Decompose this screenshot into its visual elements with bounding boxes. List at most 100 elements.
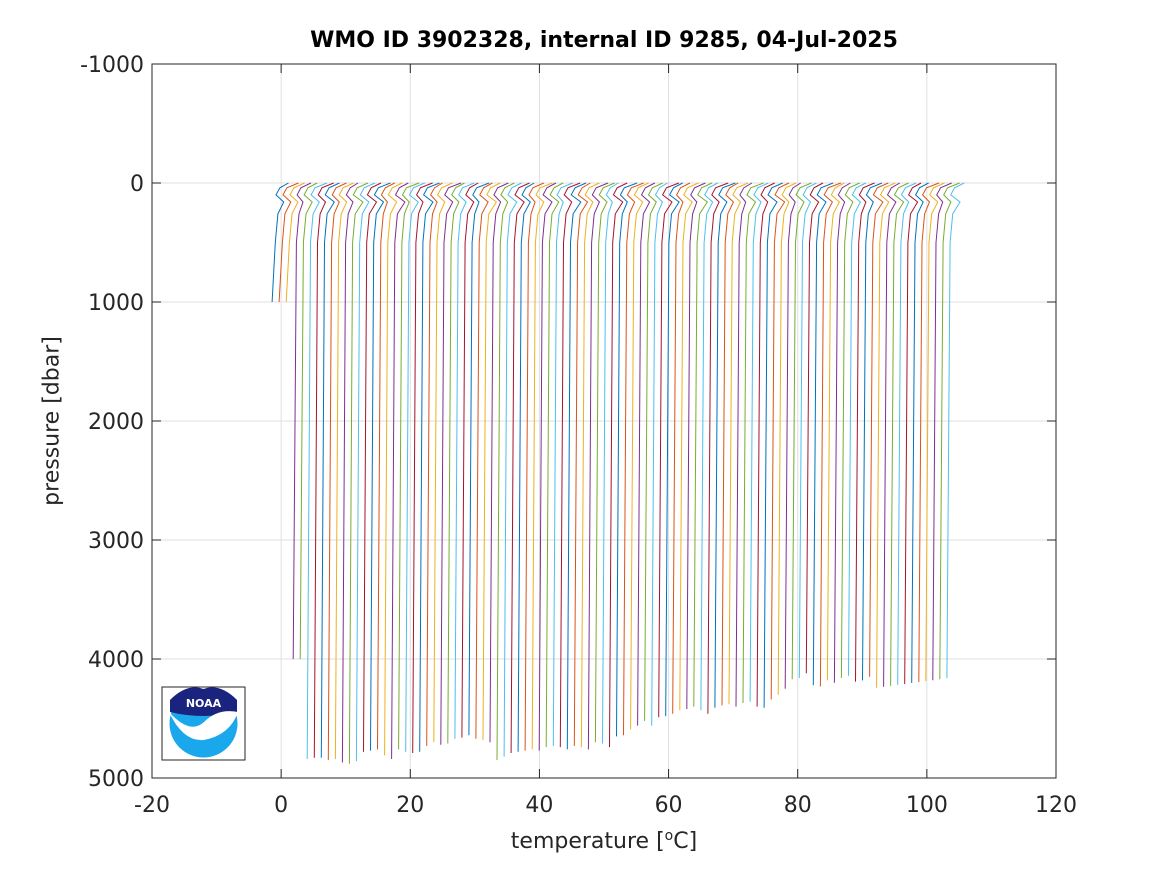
profile-line: [609, 182, 628, 748]
logo-gull: [169, 711, 238, 741]
profile-line: [524, 182, 545, 751]
profile-line: [405, 182, 425, 752]
profile-line: [735, 182, 753, 707]
profile-line: [545, 182, 564, 748]
profile-line: [686, 182, 706, 710]
y-tick-label: 0: [130, 172, 144, 197]
profile-line: [644, 182, 663, 721]
profile-line: [911, 182, 929, 684]
profile-line: [616, 182, 638, 737]
x-axis-label-text: temperature [: [510, 829, 665, 854]
profile-line: [749, 182, 769, 702]
profile-line: [897, 182, 917, 685]
profile-line: [939, 182, 960, 680]
x-axis-label-degree: o: [664, 828, 674, 844]
profile-line: [538, 182, 557, 751]
y-tick-label: 5000: [88, 767, 144, 792]
profile-line: [278, 182, 299, 303]
profile-line: [306, 182, 328, 760]
profile-line: [714, 182, 736, 708]
profile-line: [594, 182, 615, 743]
profile-line: [412, 182, 433, 754]
profile-line: [299, 182, 318, 660]
profile-line: [623, 182, 644, 736]
x-tick-label: 100: [906, 793, 948, 818]
profile-line: [869, 182, 889, 677]
profile-line: [819, 182, 842, 687]
x-tick-label: 60: [655, 793, 683, 818]
y-tick-label: 2000: [88, 410, 144, 435]
profile-line: [742, 182, 764, 704]
profile-line: [791, 182, 812, 680]
profile-line: [384, 182, 403, 756]
logo-text: NOAA: [186, 697, 222, 710]
profile-line: [454, 182, 475, 739]
profile-line: [658, 182, 680, 718]
profile-line: [426, 182, 443, 746]
profile-line: [602, 182, 619, 744]
profile-line: [341, 182, 359, 763]
profile-line: [805, 182, 824, 674]
profile-line: [587, 182, 609, 750]
profile-line: [848, 182, 867, 676]
profile-line: [637, 182, 656, 726]
profile-line: [377, 182, 396, 750]
profile-line: [355, 182, 376, 762]
profile-line: [855, 182, 875, 682]
profile-line: [419, 182, 440, 752]
x-tick-label: 120: [1035, 793, 1077, 818]
profile-line: [784, 182, 801, 689]
profile-line: [770, 182, 790, 700]
profile-line: [363, 182, 382, 752]
profile-line: [440, 182, 462, 745]
profile-line: [503, 182, 522, 757]
profile-line: [271, 182, 289, 303]
profile-line: [496, 182, 515, 761]
profile-line: [461, 182, 479, 738]
profile-line: [580, 182, 600, 748]
profile-line: [559, 182, 581, 748]
x-tick-label: 20: [396, 793, 424, 818]
profile-line: [693, 182, 713, 707]
profile-line: [665, 182, 683, 717]
y-tick-label: -1000: [80, 53, 144, 78]
profile-line: [918, 182, 940, 683]
profile-line: [531, 182, 553, 750]
x-tick-label: 0: [274, 793, 288, 818]
profile-line: [840, 182, 860, 679]
profile-line: [391, 182, 409, 760]
x-tick-label: 40: [525, 793, 553, 818]
profile-line: [566, 182, 587, 750]
profile-line: [573, 182, 591, 746]
profile-line: [320, 182, 340, 758]
profile-line: [292, 182, 312, 660]
profile-line: [763, 182, 783, 708]
profile-line: [313, 182, 334, 758]
chart-title: WMO ID 3902328, internal ID 9285, 04-Jul…: [310, 28, 898, 53]
profile-line: [552, 182, 573, 746]
y-tick-label: 4000: [88, 648, 144, 673]
profile-line: [728, 182, 749, 705]
profile-line: [679, 182, 699, 711]
profile-line: [327, 182, 347, 761]
profile-line: [904, 182, 922, 685]
profile-line: [925, 182, 945, 682]
profile-line: [932, 182, 952, 681]
profile-line: [876, 182, 896, 688]
profile-line: [447, 182, 465, 744]
profile-line: [707, 182, 729, 714]
profile-line: [482, 182, 501, 740]
profile-line: [946, 182, 965, 679]
profile-line: [433, 182, 453, 743]
profile-line: [862, 182, 883, 681]
profile-line: [756, 182, 775, 707]
profile-line: [883, 182, 901, 687]
profile-line: [510, 182, 530, 754]
profile-line: [468, 182, 490, 736]
y-axis-label: pressure [dbar]: [39, 336, 65, 506]
profile-line: [700, 182, 719, 711]
profile-line: [890, 182, 909, 686]
profile-line: [489, 182, 509, 743]
y-tick-label: 3000: [88, 529, 144, 554]
